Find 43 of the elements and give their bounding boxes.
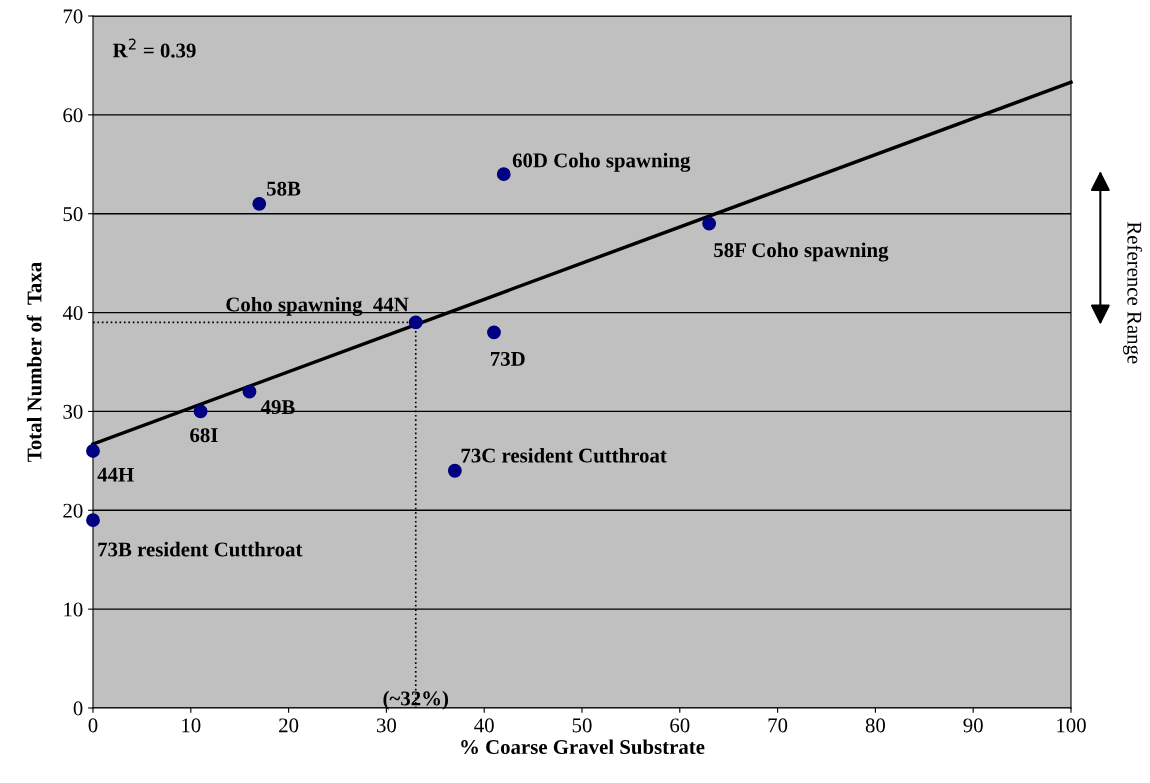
point [193,404,208,419]
annotation: 60D Coho spawning [512,152,691,172]
annotation: 73B resident Cutthroat [98,541,303,557]
y-tick-label: 30 [63,404,83,419]
annotation: 58F Coho spawning [714,242,889,262]
y-tick-label: 50 [63,207,83,222]
y-tick-label: 60 [63,108,83,123]
point [487,325,501,340]
x-tick-label: 90 [963,718,983,733]
y-tick-label: 10 [64,602,83,617]
annotation: 68I [190,428,218,443]
point [496,167,511,182]
point [252,196,267,211]
x-tick-label: 80 [865,718,886,733]
x-tick-label: 50 [572,718,592,733]
point [86,513,100,528]
x-tick-label: 100 [1057,718,1086,733]
x-tick-label: 60 [670,718,690,733]
y-tick-label: 40 [62,305,83,320]
text: Reference Range [1123,221,1143,364]
y-tick-label: 70 [63,9,83,24]
annotation: 44H [97,467,134,482]
annotation: Coho spawning 44N [226,296,409,316]
y-tick-label: 0 [73,701,83,716]
x-tick-label: 10 [182,718,201,733]
x-tick-label: 30 [376,718,397,733]
x-tick-label: 20 [279,718,299,733]
annotation: 73D [491,351,525,366]
annotation: 73C resident Cutthroat [461,447,667,463]
x-axis-title: % Coarse Gravel Substrate [461,739,705,755]
point [408,315,423,330]
point [242,384,257,399]
y-tick-label: 20 [63,503,83,518]
point [447,463,462,478]
x-tick-label: 70 [768,718,788,733]
point [702,216,717,231]
point [86,444,100,458]
annotation: R$^{2}$ = 0.39 [112,38,196,58]
x-tick-label: 40 [474,718,494,733]
x-tick-label: 0 [88,718,98,733]
annotation: 58B [267,181,301,196]
annotation: (~32%) [383,690,449,710]
y-axis-title: Total Number of Taxa [26,262,42,462]
